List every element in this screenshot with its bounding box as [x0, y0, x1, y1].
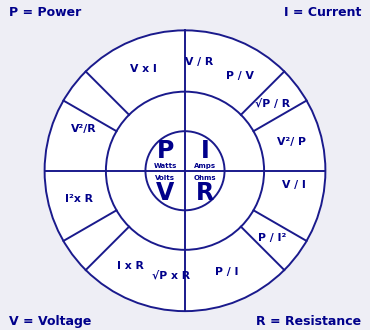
Text: Ohms: Ohms	[194, 175, 216, 181]
Text: Watts: Watts	[154, 163, 177, 169]
Text: √P x R: √P x R	[152, 271, 190, 280]
Text: R = Resistance: R = Resistance	[256, 314, 361, 327]
Circle shape	[145, 131, 225, 210]
Text: I²x R: I²x R	[65, 194, 93, 204]
Text: I = Current: I = Current	[284, 6, 361, 19]
Text: Volts: Volts	[155, 175, 175, 181]
Text: V²/ P: V²/ P	[276, 137, 306, 147]
Text: V / I: V / I	[282, 180, 306, 190]
Text: P / V: P / V	[226, 71, 254, 81]
Text: P: P	[157, 139, 174, 163]
Text: P / I: P / I	[215, 267, 239, 277]
Circle shape	[106, 92, 264, 250]
Text: I x R: I x R	[117, 261, 144, 271]
Text: V / R: V / R	[185, 57, 213, 67]
Text: V²/R: V²/R	[71, 124, 97, 134]
Text: V: V	[156, 182, 174, 206]
Text: R: R	[196, 182, 214, 206]
Text: V x I: V x I	[130, 64, 157, 74]
Text: P = Power: P = Power	[9, 6, 81, 19]
Text: Amps: Amps	[194, 163, 216, 169]
Text: √P / R: √P / R	[255, 99, 290, 109]
Circle shape	[45, 30, 325, 311]
Text: V = Voltage: V = Voltage	[9, 314, 91, 327]
Text: I: I	[201, 139, 209, 163]
Text: P / I²: P / I²	[258, 233, 286, 243]
